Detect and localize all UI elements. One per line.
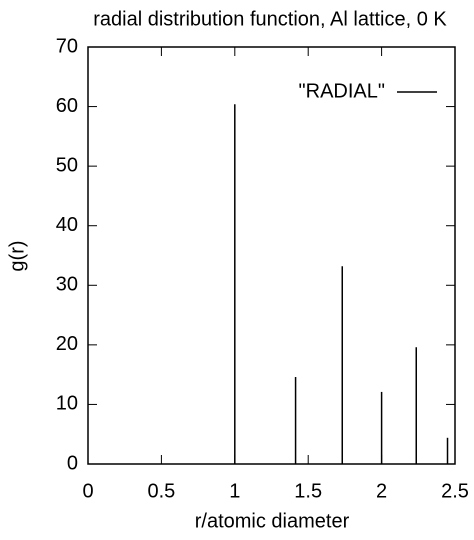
y-tick-label: 40: [56, 214, 78, 236]
y-tick-label: 70: [56, 35, 78, 57]
y-tick-label: 20: [56, 333, 78, 355]
x-tick-label: 2.5: [441, 480, 469, 502]
y-tick-label: 60: [56, 95, 78, 117]
y-tick-label: 30: [56, 274, 78, 296]
x-tick-label: 2: [376, 480, 387, 502]
x-axis-label: r/atomic diameter: [195, 510, 350, 532]
plot-frame: [87, 46, 456, 465]
x-tick-label: 1.5: [294, 480, 322, 502]
x-tick-label: 0.5: [147, 480, 175, 502]
chart-title: radial distribution function, Al lattice…: [93, 8, 447, 30]
y-tick-label: 10: [56, 393, 78, 415]
y-tick-label: 0: [67, 452, 78, 474]
legend-label: "RADIAL": [299, 80, 385, 102]
y-tick-label: 50: [56, 154, 78, 176]
x-tick-label: 0: [82, 480, 93, 502]
x-tick-label: 1: [229, 480, 240, 502]
y-axis-label: g(r): [6, 240, 28, 271]
